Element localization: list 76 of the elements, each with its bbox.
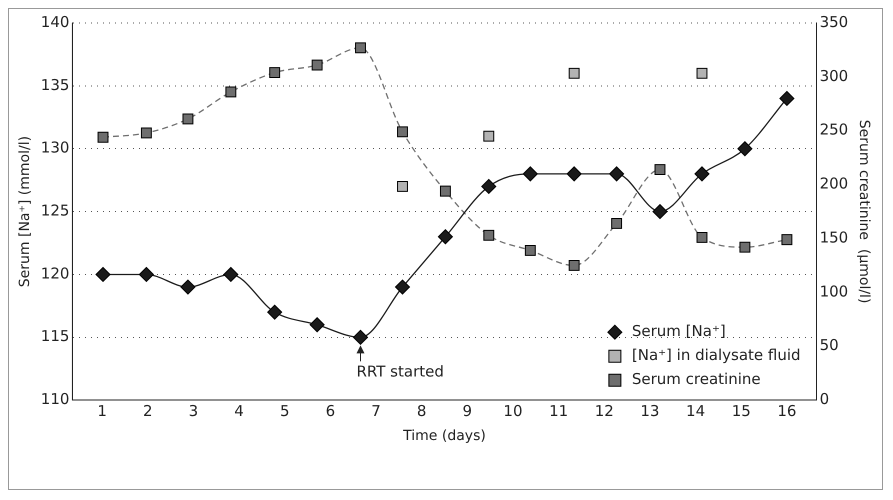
point — [138, 266, 154, 282]
y2-tick-label: 350 — [820, 12, 848, 31]
x-tick-label: 16 — [777, 402, 796, 420]
point — [779, 90, 794, 106]
y2-tick-label: 250 — [820, 120, 848, 139]
point — [96, 266, 111, 282]
point — [397, 126, 408, 138]
y-tick-label: 125 — [40, 201, 70, 220]
point — [180, 280, 196, 295]
x-tick-label: 10 — [503, 402, 523, 420]
point — [694, 166, 710, 182]
point — [438, 229, 453, 244]
point — [522, 166, 538, 182]
point — [696, 68, 708, 79]
x-tick-label: 9 — [462, 402, 472, 420]
point — [566, 166, 582, 182]
y2-tick-label: 300 — [820, 66, 848, 85]
point — [568, 68, 580, 79]
legend-label: [Na⁺] in dialysate fluid — [632, 346, 801, 364]
y-axis-title: Serum [Na⁺] (mmol/l) — [17, 136, 34, 288]
point — [355, 42, 366, 54]
point — [98, 132, 108, 143]
point — [737, 141, 752, 156]
point — [483, 230, 494, 241]
x-axis-title: Time (days) — [402, 428, 486, 444]
point — [397, 181, 408, 192]
point — [182, 113, 194, 124]
point — [781, 234, 792, 246]
point — [225, 86, 236, 98]
legend-label: Serum creatinine — [632, 370, 761, 388]
point — [140, 127, 152, 138]
x-tick-label: 7 — [371, 402, 381, 420]
x-tick-label: 3 — [188, 402, 198, 420]
x-tick-label: 4 — [234, 402, 244, 420]
point — [568, 260, 580, 271]
point — [696, 232, 708, 243]
y2-axis-title: Serum creatinine (µmol/l) — [856, 120, 872, 304]
x-tick-label: 13 — [640, 402, 660, 420]
y-tick-label: 110 — [40, 390, 70, 408]
point — [310, 317, 325, 332]
y2-tick-label: 0 — [820, 390, 830, 408]
point — [739, 242, 750, 253]
x-tick-label: 8 — [416, 402, 426, 420]
y2-tick-label: 200 — [820, 174, 848, 193]
x-tick-label: 2 — [142, 402, 153, 420]
point — [609, 166, 624, 182]
point — [524, 244, 536, 256]
point — [395, 280, 410, 295]
point — [312, 60, 323, 70]
y-tick-label: 115 — [40, 327, 70, 346]
point — [223, 266, 238, 282]
x-tick-label: 11 — [549, 402, 568, 420]
x-tick-label: 6 — [326, 402, 336, 420]
x-tick-label: 15 — [732, 402, 751, 420]
point — [654, 164, 666, 176]
y-tick-label: 140 — [40, 12, 70, 31]
x-tick-label: 14 — [686, 402, 706, 420]
y-tick-label: 120 — [40, 264, 70, 282]
y-tick-label: 135 — [40, 76, 70, 94]
y-tick-label: 130 — [40, 138, 70, 157]
point — [269, 67, 280, 78]
y2-tick-label: 100 — [820, 282, 848, 300]
point — [353, 330, 368, 345]
x-tick-label: 5 — [280, 402, 290, 420]
x-tick-label: 1 — [97, 402, 107, 420]
point — [483, 130, 494, 142]
annotation: RRT started — [356, 362, 444, 381]
point — [652, 204, 668, 220]
point — [440, 186, 451, 197]
legend-label: Serum [Na⁺] — [632, 322, 726, 340]
y2-tick-label: 150 — [820, 228, 848, 246]
x-tick-label: 12 — [594, 402, 614, 420]
y2-tick-label: 50 — [820, 336, 839, 354]
point — [267, 304, 282, 320]
point — [481, 178, 496, 194]
point — [611, 218, 622, 229]
